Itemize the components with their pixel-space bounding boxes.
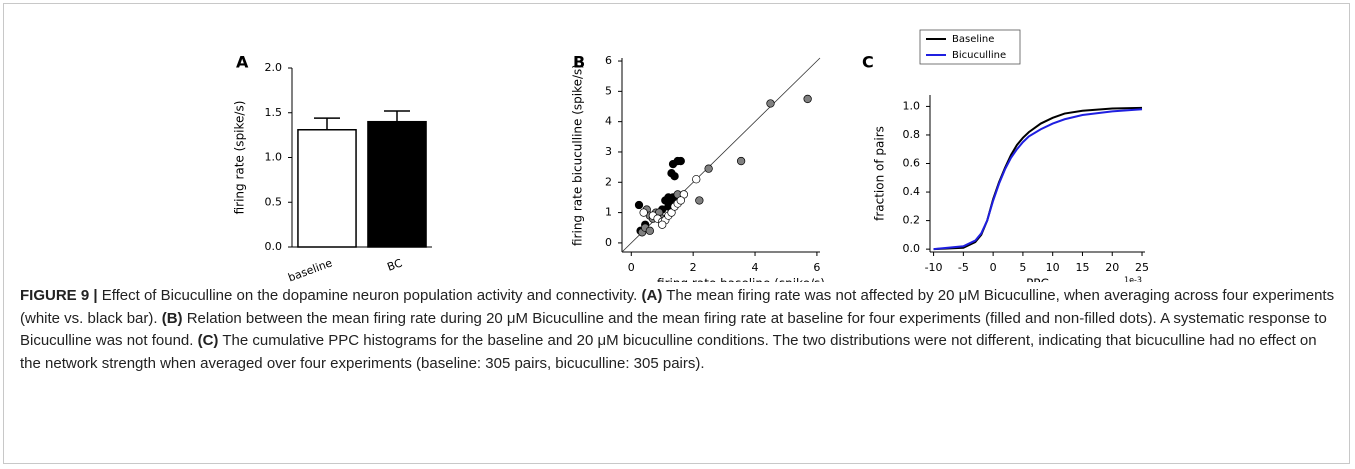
caption: FIGURE 9 | Effect of Bicuculline on the … [20,285,1340,375]
scatter-point [645,226,654,235]
y-tick-label: 0 [605,236,612,249]
y-tick-label: 1.0 [265,151,283,164]
cdf-line [933,108,1143,251]
x-axis-label: firing rate baseline (spike/s) [657,277,825,283]
y-tick-label: 5 [605,84,612,97]
y-tick-label: 0.0 [265,240,283,253]
x-tick-label: 0 [628,261,635,274]
caption-label: FIGURE 9 | [20,287,98,304]
identity-line [621,57,821,253]
scatter-point [634,200,644,210]
caption-text: The cumulative PPC histograms for the ba… [20,332,1317,372]
bar [367,120,427,248]
y-tick-label: 1.5 [265,106,283,119]
scatter-point [676,156,685,166]
bar [297,129,357,248]
y-tick-label: 3 [605,145,612,158]
x-axis-label: PPC [1026,277,1049,283]
x-tick-label: 10 [1046,261,1060,274]
caption-text: Relation between the mean firing rate du… [20,309,1327,350]
y-axis-label: fraction of pairs [873,126,887,221]
panel-letter: A [236,53,249,72]
y-tick-label: 2.0 [265,61,283,74]
x-offset-label: 1e-3 [1124,276,1142,283]
scatter-point [639,208,648,217]
x-tick-label: 20 [1105,261,1119,274]
scatter-point [658,220,667,229]
x-tick-label: 4 [752,261,759,274]
y-tick-label: 6 [605,54,612,67]
x-tick-label: baseline [286,256,334,282]
y-tick-label: 0.4 [903,185,921,198]
figure-frame [3,3,1350,464]
x-tick-label: -5 [958,261,969,274]
x-tick-label: 25 [1135,261,1149,274]
x-tick-label: 2 [690,261,697,274]
legend-label: Baseline [952,34,994,45]
x-tick-label: 0 [990,261,997,274]
scatter-point [766,99,775,108]
y-tick-label: 1 [605,206,612,219]
x-tick-label: BC [385,256,404,273]
x-tick-label: 15 [1075,261,1089,274]
legend-box [919,29,1021,65]
scatter-point [676,196,685,205]
y-axis-label: firing rate (spike/s) [233,101,247,215]
scatter-point [736,156,746,166]
x-tick-label: 6 [813,261,820,274]
scatter-point [803,94,812,104]
scatter-point [695,196,704,205]
y-tick-label: 2 [605,175,612,188]
scatter-point [670,172,679,181]
y-tick-label: 0.6 [903,157,921,170]
y-tick-label: 0.2 [903,214,921,227]
caption-text: Effect of Bicuculline on the dopamine ne… [97,287,642,304]
y-tick-label: 4 [605,115,612,128]
cdf-line [933,106,1143,251]
y-axis-label: firing rate bicuculline (spike/s) [571,64,585,246]
panel-letter: B [573,53,585,72]
caption-bold: (A) [641,287,663,304]
scatter-point [692,175,701,184]
y-tick-label: 0.5 [265,195,283,208]
figure: A 0.0 0.5 1.0 1.5 2.0 firing rate (spike/s) bas… [233,29,1149,283]
y-tick-label: 0.8 [903,128,921,141]
caption-bold: (C) [197,332,219,349]
x-tick-label: -10 [925,261,943,274]
x-tick-label: 5 [1019,261,1026,274]
caption-bold: (B) [161,309,183,327]
legend-label: Bicuculline [952,50,1006,61]
scatter-point [704,164,713,173]
caption-text: The mean firing rate was not affected by… [20,287,1335,327]
y-tick-label: 0.0 [903,242,921,255]
panel-letter: C [862,53,874,72]
y-tick-label: 1.0 [903,99,921,112]
